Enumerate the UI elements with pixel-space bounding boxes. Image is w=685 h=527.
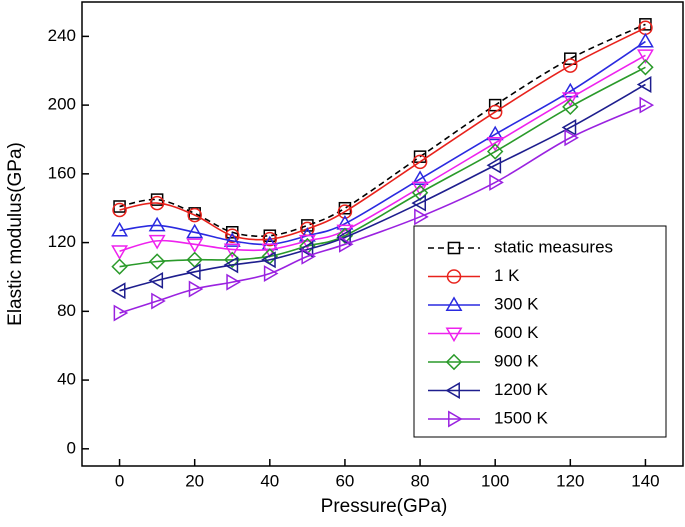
marker — [564, 129, 579, 147]
marker — [148, 271, 164, 289]
marker — [187, 207, 202, 223]
marker — [223, 232, 241, 247]
x-tick-label: 80 — [411, 471, 430, 490]
marker — [111, 221, 129, 237]
marker — [111, 258, 128, 275]
marker — [636, 49, 654, 64]
marker — [151, 292, 166, 310]
plot-frame — [81, 1, 684, 467]
series-line — [119, 54, 646, 252]
marker — [486, 136, 504, 152]
marker — [448, 410, 463, 428]
marker — [411, 184, 429, 201]
legend-label: 600 K — [494, 323, 539, 342]
marker — [113, 304, 129, 322]
marker — [412, 154, 428, 170]
marker — [489, 173, 504, 191]
x-axis-label: Pressure(GPa) — [321, 496, 448, 517]
marker — [261, 251, 276, 269]
marker — [261, 243, 279, 259]
marker — [149, 195, 165, 211]
marker — [447, 241, 461, 255]
marker — [445, 382, 460, 399]
marker — [487, 104, 503, 120]
marker — [446, 269, 462, 284]
marker — [186, 238, 204, 253]
y-tick-label: 160 — [48, 163, 76, 182]
series-line — [119, 66, 646, 268]
marker — [226, 273, 241, 291]
marker — [564, 52, 577, 65]
marker — [638, 20, 653, 36]
y-tick-label: 200 — [48, 95, 76, 114]
legend-box — [413, 225, 667, 438]
marker — [262, 231, 278, 247]
marker — [445, 296, 463, 311]
x-tick-label: 0 — [115, 471, 124, 490]
marker — [186, 263, 201, 281]
marker — [110, 282, 126, 300]
marker — [186, 223, 204, 239]
y-tick-label: 120 — [48, 232, 76, 251]
marker — [263, 265, 279, 282]
series-line — [119, 27, 646, 241]
marker — [486, 125, 504, 141]
marker — [562, 98, 579, 116]
marker — [636, 76, 652, 93]
marker — [148, 234, 166, 250]
y-tick-label: 40 — [57, 370, 76, 389]
marker — [411, 194, 427, 212]
marker — [561, 119, 577, 136]
marker — [298, 241, 314, 258]
marker — [488, 98, 502, 112]
marker — [411, 170, 429, 185]
legend-label: 900 K — [494, 351, 539, 370]
y-axis-label: Elastic modulus(GPa) — [5, 142, 26, 326]
legend-label: 300 K — [494, 294, 539, 313]
marker — [336, 228, 351, 246]
marker — [486, 143, 504, 160]
legend-label: 1500 K — [494, 408, 549, 427]
x-tick-label: 120 — [556, 471, 584, 490]
marker — [148, 216, 166, 232]
y-tick-label: 80 — [57, 301, 76, 320]
marker — [445, 327, 463, 343]
marker — [637, 59, 654, 76]
x-tick-label: 40 — [260, 471, 279, 490]
marker — [639, 96, 655, 114]
marker — [188, 280, 204, 298]
legend-label: 1200 K — [494, 380, 549, 399]
marker — [414, 208, 429, 226]
marker — [148, 253, 166, 270]
marker — [111, 245, 129, 260]
x-tick-label: 140 — [631, 471, 659, 490]
marker — [223, 243, 241, 259]
y-tick-label: 240 — [48, 26, 76, 45]
marker — [112, 202, 127, 218]
x-tick-label: 100 — [481, 471, 509, 490]
x-tick-label: 60 — [335, 471, 354, 490]
marker — [225, 228, 240, 243]
marker — [223, 256, 239, 274]
marker — [636, 32, 654, 48]
marker — [563, 58, 578, 73]
marker — [337, 204, 353, 219]
marker — [338, 235, 354, 253]
marker — [486, 156, 502, 174]
y-tick-label: 0 — [67, 438, 76, 457]
x-tick-label: 20 — [185, 471, 204, 490]
marker — [561, 92, 579, 107]
marker — [301, 247, 317, 265]
series-line — [119, 40, 646, 246]
legend-label: 1 K — [494, 266, 520, 285]
legend-label: static measures — [494, 237, 613, 256]
marker — [561, 82, 579, 98]
marker — [445, 353, 463, 371]
